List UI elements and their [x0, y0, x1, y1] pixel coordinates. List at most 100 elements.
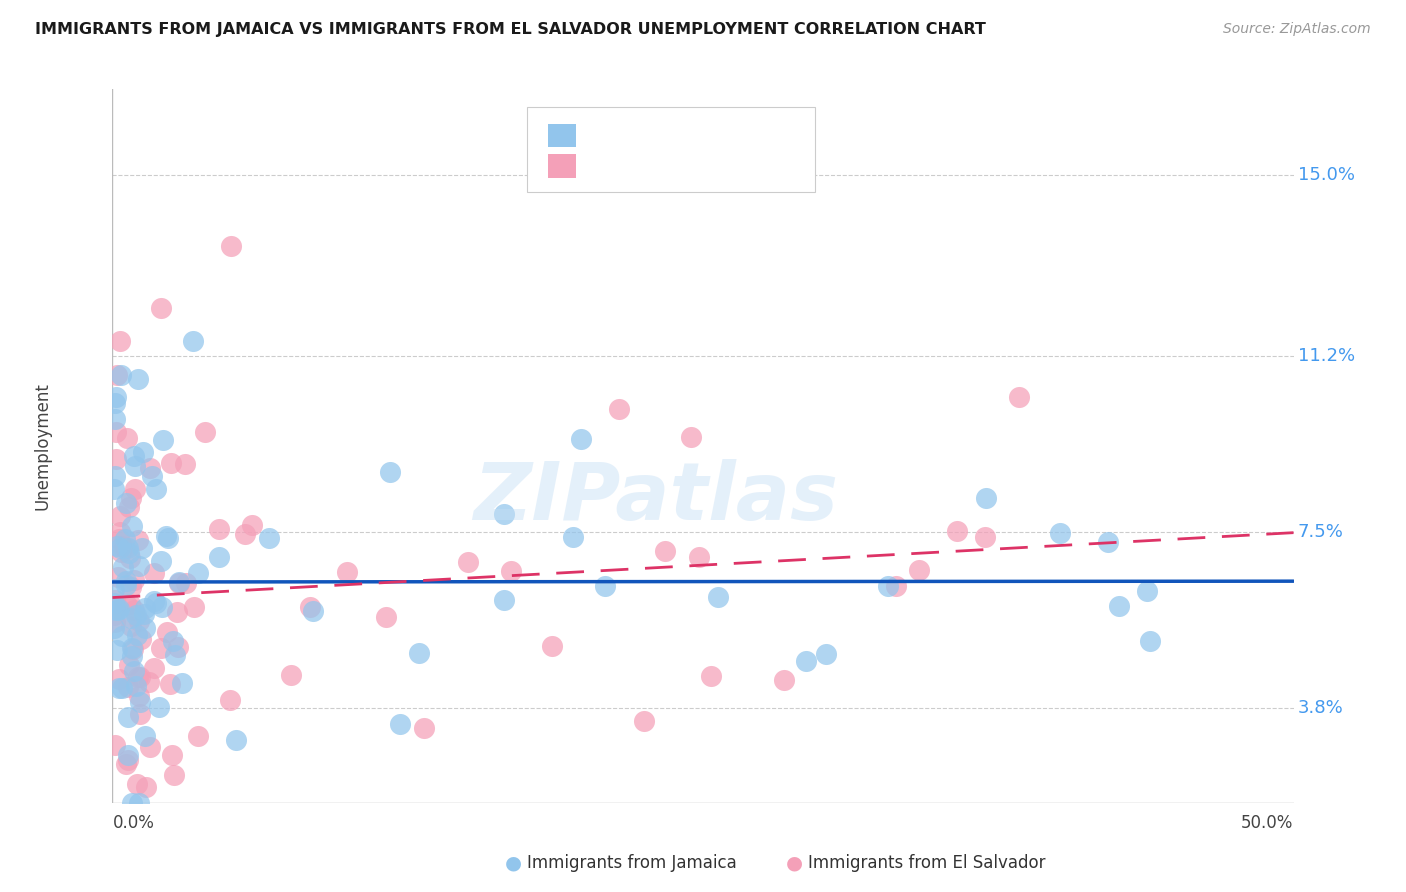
Point	[122, 664, 145, 678]
Point	[183, 599, 205, 614]
Point	[688, 550, 710, 565]
Point	[562, 530, 585, 544]
Point	[160, 748, 183, 763]
Point	[110, 539, 132, 553]
Point	[117, 710, 139, 724]
Point	[121, 519, 143, 533]
Point	[654, 543, 676, 558]
Point	[876, 579, 898, 593]
Point	[107, 603, 129, 617]
Text: 11.2%: 11.2%	[1298, 347, 1355, 365]
Point	[773, 673, 796, 687]
Text: ZIPatlas: ZIPatlas	[474, 459, 838, 537]
Point	[118, 551, 141, 566]
Point	[413, 721, 436, 735]
Point	[131, 541, 153, 556]
Point	[129, 632, 152, 647]
Point	[159, 677, 181, 691]
Point	[150, 599, 173, 614]
Point	[167, 640, 190, 654]
Point	[134, 601, 156, 615]
Text: Source: ZipAtlas.com: Source: ZipAtlas.com	[1223, 22, 1371, 37]
Point	[207, 549, 229, 564]
Point	[148, 700, 170, 714]
Point	[120, 611, 142, 625]
Point	[105, 540, 128, 554]
Point	[127, 670, 149, 684]
Point	[155, 529, 177, 543]
Point	[150, 301, 173, 315]
Point	[1008, 390, 1031, 404]
Point	[174, 576, 197, 591]
Point	[162, 634, 184, 648]
Point	[117, 753, 139, 767]
Text: 0.083: 0.083	[633, 127, 682, 145]
Point	[974, 491, 997, 505]
Point	[233, 526, 256, 541]
Point	[173, 457, 195, 471]
Text: 0.080: 0.080	[633, 157, 682, 175]
Point	[187, 729, 209, 743]
Point	[907, 563, 929, 577]
Point	[111, 560, 134, 574]
Point	[105, 390, 128, 404]
Point	[114, 578, 136, 592]
Point	[110, 541, 132, 555]
Point	[108, 681, 131, 695]
Text: ●: ●	[505, 854, 522, 873]
Point	[884, 579, 907, 593]
Point	[128, 796, 150, 810]
Point	[152, 433, 174, 447]
Point	[134, 729, 156, 743]
Point	[219, 239, 242, 253]
Point	[115, 598, 138, 612]
Point	[124, 482, 146, 496]
Point	[127, 628, 149, 642]
Point	[569, 432, 592, 446]
Point	[135, 780, 157, 794]
Point	[104, 425, 127, 439]
Point	[1136, 583, 1159, 598]
Point	[122, 642, 145, 657]
Text: Immigrants from El Salvador: Immigrants from El Salvador	[808, 855, 1046, 872]
Text: R =: R =	[591, 127, 628, 145]
Point	[225, 733, 247, 747]
Point	[165, 648, 187, 662]
Point	[706, 590, 728, 604]
Point	[129, 670, 152, 684]
Point	[108, 673, 131, 687]
Point	[108, 334, 131, 349]
Point	[240, 517, 263, 532]
Point	[111, 629, 134, 643]
Point	[301, 604, 323, 618]
Point	[103, 482, 125, 496]
Point	[118, 500, 141, 514]
Point	[128, 615, 150, 629]
Text: 7.5%: 7.5%	[1298, 523, 1344, 541]
Point	[457, 555, 479, 569]
Point	[145, 596, 167, 610]
Point	[299, 599, 322, 614]
Point	[946, 524, 969, 539]
Point	[127, 372, 149, 386]
Point	[103, 582, 125, 596]
Point	[114, 541, 136, 555]
Point	[104, 452, 127, 467]
Point	[160, 456, 183, 470]
Point	[104, 469, 127, 483]
Point	[124, 459, 146, 474]
Point	[104, 396, 127, 410]
Point	[138, 461, 160, 475]
Point	[138, 675, 160, 690]
Point	[156, 531, 179, 545]
Point	[121, 640, 143, 655]
Point	[633, 714, 655, 728]
Point	[118, 546, 141, 560]
Point	[104, 593, 127, 607]
Point	[150, 641, 173, 656]
Point	[167, 575, 190, 590]
Point	[219, 693, 242, 707]
Point	[794, 654, 817, 668]
Point	[122, 573, 145, 587]
Point	[121, 796, 143, 810]
